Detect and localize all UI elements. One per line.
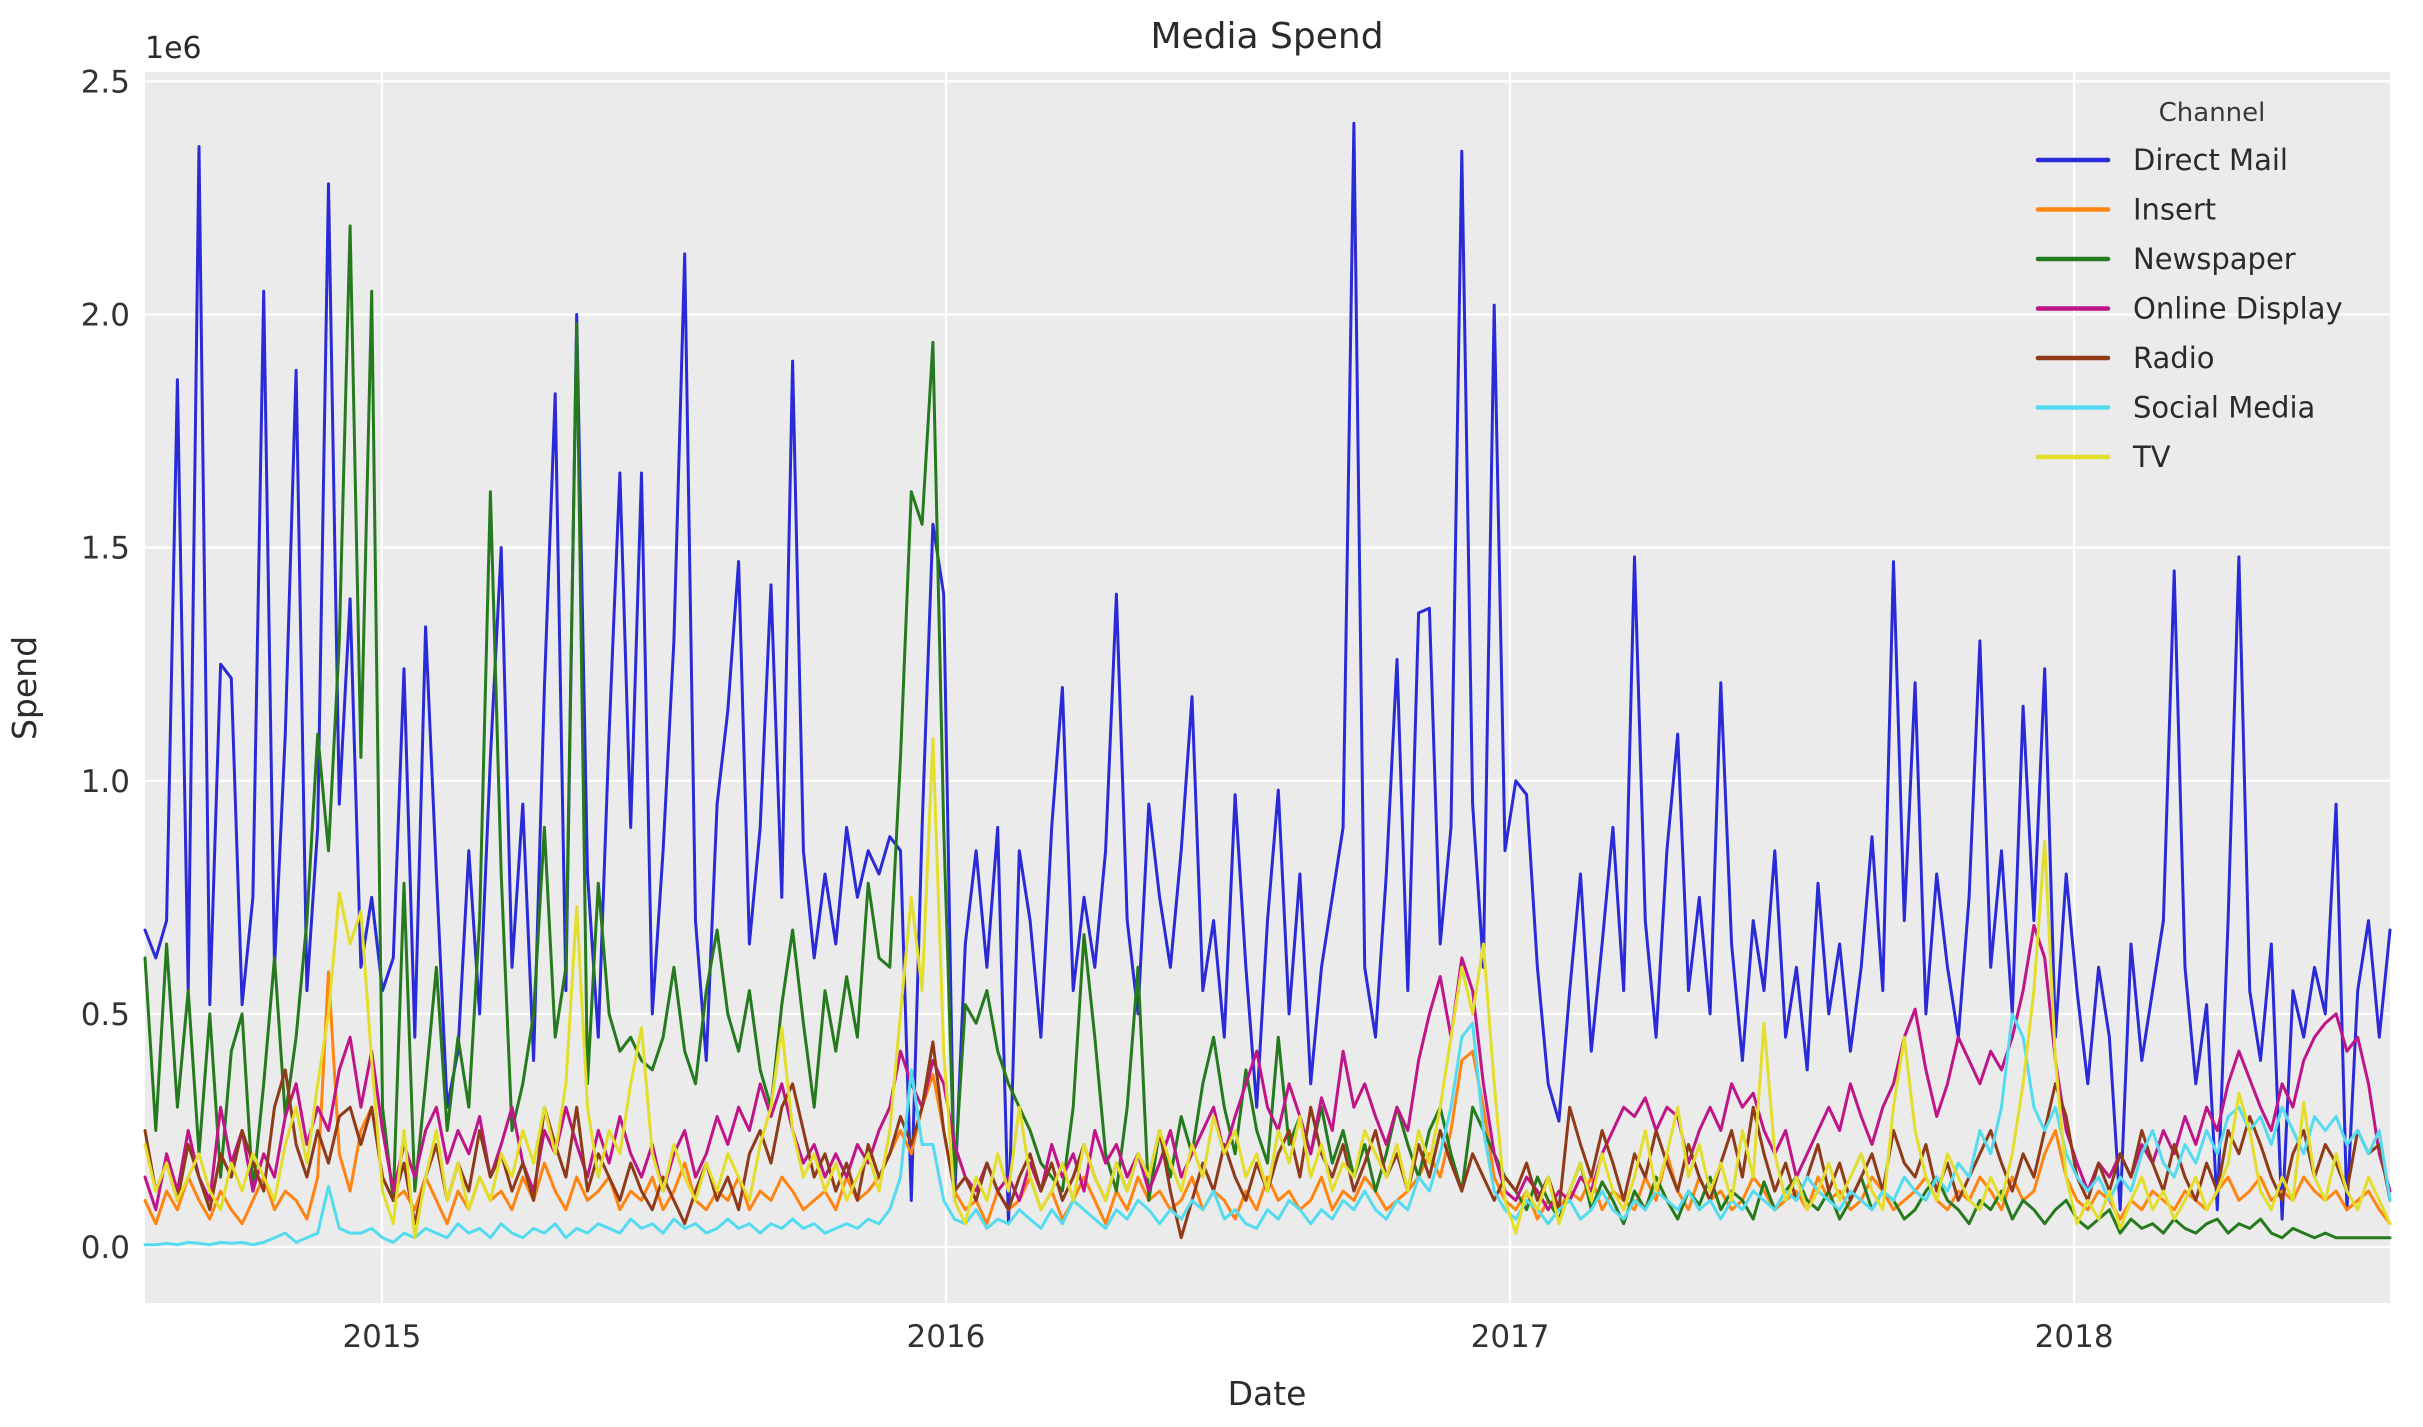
legend-title: Channel <box>2159 98 2266 128</box>
y-tick-label: 2.0 <box>81 297 130 333</box>
legend-label: Newspaper <box>2133 242 2296 276</box>
y-tick-label: 0.0 <box>81 1230 130 1266</box>
legend-item-social-media: Social Media <box>2035 391 2315 425</box>
legend-label: TV <box>2132 440 2171 474</box>
y-axis-offset-label: 1e6 <box>145 31 202 66</box>
plot-area <box>145 72 2390 1303</box>
legend-item-insert: Insert <box>2035 193 2216 227</box>
legend-item-tv: TV <box>2035 440 2171 474</box>
legend-label: Online Display <box>2133 292 2343 326</box>
x-tick-label: 2016 <box>907 1319 986 1355</box>
x-axis-label: Date <box>1228 1374 1307 1413</box>
legend-item-online-display: Online Display <box>2035 292 2343 326</box>
legend-label: Social Media <box>2133 391 2315 425</box>
series-line-direct-mail <box>143 121 2392 1226</box>
x-tick-label: 2017 <box>1471 1319 1550 1355</box>
legend-item-direct-mail: Direct Mail <box>2035 143 2288 177</box>
legend-label: Insert <box>2133 193 2216 227</box>
series-line-newspaper <box>143 224 2392 1240</box>
legend-label: Direct Mail <box>2133 143 2288 177</box>
series-line-social-media <box>143 1012 2392 1247</box>
series-line-tv <box>143 737 2392 1240</box>
legend-label: Radio <box>2133 341 2215 375</box>
y-tick-label: 0.5 <box>81 997 130 1033</box>
series-line-insert <box>143 970 2392 1226</box>
legend-item-radio: Radio <box>2035 341 2215 375</box>
y-tick-label: 1.5 <box>81 531 130 567</box>
y-axis-label: Spend <box>5 636 44 740</box>
chart-title: Media Spend <box>1150 16 1383 57</box>
y-tick-label: 1.0 <box>81 764 130 800</box>
legend-item-newspaper: Newspaper <box>2035 242 2296 276</box>
x-tick-label: 2015 <box>342 1319 421 1355</box>
x-tick-label: 2018 <box>2035 1319 2114 1355</box>
legend: Channel Direct Mail Insert Newspaper Online… <box>2035 98 2343 474</box>
y-tick-label: 2.5 <box>81 64 130 100</box>
